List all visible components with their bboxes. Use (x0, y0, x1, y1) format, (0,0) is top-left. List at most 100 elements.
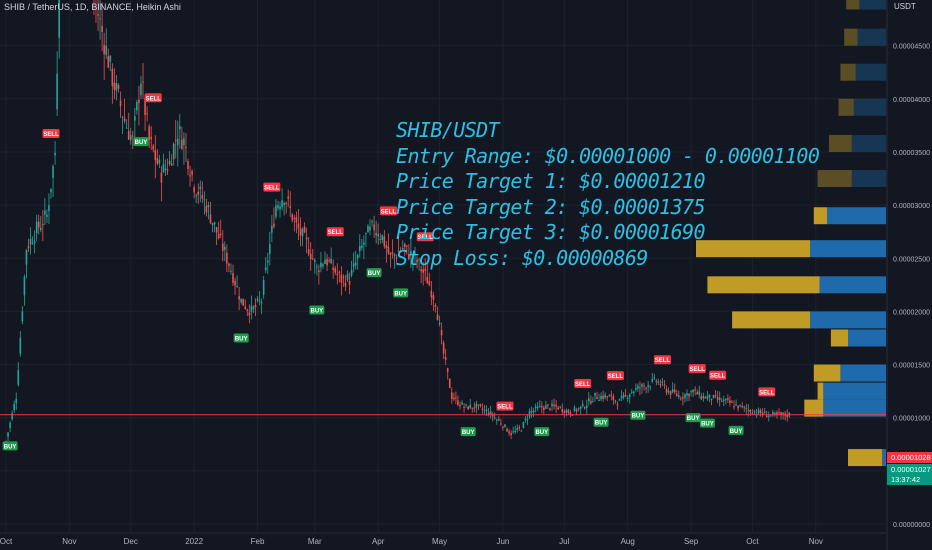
volume-profile-bar-gold (846, 0, 860, 10)
volume-profile-bar-gold (696, 240, 810, 258)
volume-profile-bar-gold (813, 207, 828, 225)
candle-body (97, 14, 99, 16)
volume-profile-bar-blue (810, 240, 886, 258)
candle-body (307, 249, 310, 255)
candle-body (195, 195, 197, 197)
x-tick-label: Feb (251, 537, 265, 546)
candle-body (688, 393, 690, 397)
x-tick-label: Sep (684, 537, 699, 546)
candle-body (311, 258, 314, 260)
candle-body (645, 387, 647, 389)
candle-body (301, 228, 304, 237)
candle-body (776, 412, 778, 415)
x-tick-label: Oct (746, 537, 759, 546)
candle-body (58, 0, 60, 38)
candle-body (29, 238, 32, 245)
candle-body (318, 270, 320, 273)
candle-body (436, 314, 439, 321)
y-tick-label: 0.00004000 (893, 97, 930, 104)
candle-body (749, 409, 752, 413)
candle-body (606, 396, 609, 398)
candle-body (540, 406, 543, 408)
candle-body (179, 126, 181, 130)
candle-body (117, 85, 120, 89)
candle-body (37, 221, 40, 228)
candle-body (162, 163, 165, 173)
candle-body (375, 232, 377, 236)
sell-signal-badge (709, 370, 727, 380)
candle-body (706, 396, 709, 399)
candle-body (741, 405, 743, 407)
candle-body (718, 397, 721, 400)
candle-body (438, 322, 441, 325)
candle-body (356, 254, 359, 259)
x-tick-label: Dec (124, 537, 138, 546)
candle-body (119, 100, 122, 107)
volume-profile-bar-gold (804, 399, 824, 417)
candle-body (680, 398, 682, 400)
candle-body (692, 389, 694, 393)
candle-body (150, 136, 152, 140)
target-1-line: Price Target 1: $0.00001210 (396, 169, 706, 193)
candle-body (406, 245, 408, 247)
candle-body (489, 411, 492, 415)
candle-body (316, 266, 318, 268)
candle-body (426, 277, 429, 284)
candle-body (50, 188, 52, 193)
volume-profile-bar-gold (844, 28, 858, 46)
buy-signal-label: BUY (394, 291, 407, 297)
candle-body (412, 257, 414, 259)
candle-body (15, 398, 18, 404)
candle-body (410, 250, 412, 255)
candle-body (493, 417, 496, 419)
currency-label: USDT (894, 2, 916, 11)
candle-body (598, 400, 600, 402)
candle-body (502, 426, 504, 428)
candle-body (352, 263, 355, 267)
candle-body (504, 424, 506, 427)
candle-body (555, 404, 557, 407)
candle-body (759, 410, 762, 414)
candle-body (753, 411, 756, 413)
candle-body (33, 241, 36, 244)
candle-body (140, 83, 142, 96)
candle-body (442, 342, 445, 354)
countdown-timer-tag: 13:37:42 (887, 474, 932, 485)
candle-body (303, 226, 306, 233)
volume-profile-bar-blue (823, 382, 886, 400)
candle-body (121, 117, 124, 119)
candle-body (346, 274, 349, 280)
candle-body (665, 389, 668, 393)
candle-body (205, 206, 208, 213)
sell-signal-label: SELL (328, 230, 344, 236)
candle-body (23, 276, 26, 296)
chart-title: SHIB / TetherUS, 1D, BINANCE, Heikin Ash… (4, 2, 181, 12)
current-price-red-tag: 0.00001028 (887, 452, 932, 463)
volume-profile-bar-blue (851, 134, 886, 152)
candle-body (185, 147, 187, 149)
candle-body (573, 407, 576, 412)
candle-body (600, 395, 602, 400)
candle-body (240, 298, 242, 303)
candle-body (446, 368, 449, 373)
candle-body (328, 260, 330, 262)
volume-profile-bar-gold (732, 311, 810, 329)
candle-body (170, 163, 173, 166)
candle-body (428, 281, 431, 286)
candle-body (538, 405, 541, 407)
sell-signal-label: SELL (575, 382, 591, 388)
candle-body (242, 298, 245, 306)
candle-body (434, 304, 437, 307)
candle-body (778, 412, 780, 414)
candle-body (48, 205, 50, 212)
candle-body (496, 419, 498, 421)
volume-profile-bar-blue (810, 311, 886, 329)
candle-body (201, 195, 204, 199)
candle-body (520, 430, 523, 432)
sell-signal-label: SELL (146, 96, 162, 102)
candle-body (655, 380, 658, 382)
candle-body (477, 404, 480, 406)
candle-body (9, 422, 11, 428)
candle-body (152, 145, 155, 150)
